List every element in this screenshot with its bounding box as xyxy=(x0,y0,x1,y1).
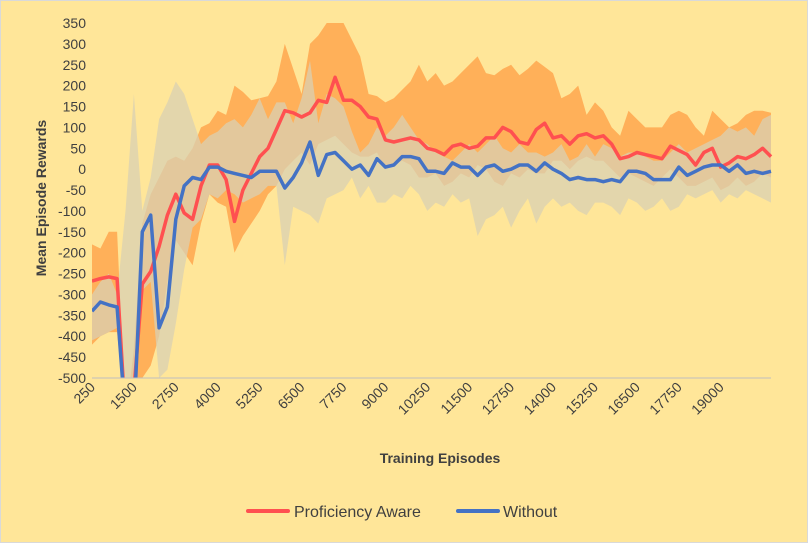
x-tick-label: 12750 xyxy=(478,379,517,418)
x-tick-label: 7750 xyxy=(316,379,349,412)
y-tick-label: 150 xyxy=(63,99,87,115)
confidence-bands xyxy=(92,23,771,378)
series-lines xyxy=(92,75,773,378)
band-without xyxy=(92,60,771,378)
x-tick-label: 4000 xyxy=(191,379,224,412)
y-tick-label: -300 xyxy=(58,286,86,302)
y-tick-label: -400 xyxy=(58,328,86,344)
x-tick-label: 14000 xyxy=(520,379,559,418)
y-tick-label: -100 xyxy=(58,203,86,219)
x-tick-label: 5250 xyxy=(232,379,265,412)
x-tick-label: 1500 xyxy=(107,379,140,412)
x-tick-label: 6500 xyxy=(274,379,307,412)
y-tick-label: -50 xyxy=(66,182,86,198)
y-tick-label: -200 xyxy=(58,245,86,261)
y-axis-ticks: 350 300 250 200 150 100 50 0 -50 -100 -150 -200 -250… xyxy=(58,15,86,386)
legend: Proficiency Aware Without xyxy=(246,504,558,521)
y-tick-label: 300 xyxy=(63,36,87,52)
y-tick-label: -250 xyxy=(58,266,86,282)
x-tick-label: 2750 xyxy=(149,379,182,412)
y-tick-label: -500 xyxy=(58,370,86,386)
y-tick-label: 50 xyxy=(70,140,86,156)
x-tick-label: 17750 xyxy=(646,379,685,418)
x-tick-label: 15250 xyxy=(562,379,601,418)
y-tick-label: -150 xyxy=(58,224,86,240)
x-tick-label: 11500 xyxy=(437,379,475,417)
y-tick-label: 250 xyxy=(63,57,87,73)
y-tick-label: -350 xyxy=(58,307,86,323)
y-tick-label: 200 xyxy=(63,78,87,94)
y-tick-label: 100 xyxy=(63,119,87,135)
legend-label-proficiency-aware: Proficiency Aware xyxy=(294,504,421,521)
legend-label-without: Without xyxy=(503,504,558,521)
x-tick-label: 10250 xyxy=(395,379,434,418)
x-tick-label: 9000 xyxy=(358,379,391,412)
x-tick-label: 19000 xyxy=(688,379,727,418)
x-axis-title: Training Episodes xyxy=(380,450,501,466)
series-line-without xyxy=(92,140,772,378)
x-axis-ticks: 250 1500 2750 4000 5250 6500 7750 9000 10250 1150… xyxy=(70,379,727,418)
x-tick-label: 16500 xyxy=(604,379,643,418)
y-tick-label: 350 xyxy=(63,15,87,31)
y-tick-label: -450 xyxy=(58,349,86,365)
y-tick-label: 0 xyxy=(78,161,86,177)
y-axis-title: Mean Episode Rewards xyxy=(33,120,49,277)
